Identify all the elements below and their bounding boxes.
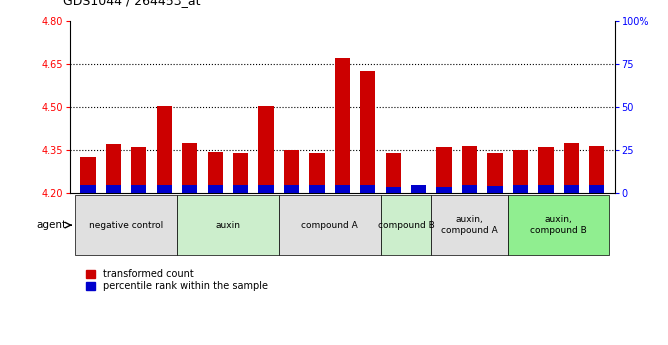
Bar — [436, 187, 452, 193]
Bar — [538, 185, 554, 193]
Bar — [309, 185, 325, 193]
Bar — [106, 185, 121, 193]
Text: negative control: negative control — [89, 220, 163, 230]
Bar — [182, 143, 197, 193]
Bar — [106, 144, 121, 193]
Text: compound A: compound A — [301, 220, 358, 230]
Bar — [335, 185, 350, 193]
Bar — [513, 150, 528, 193]
Bar — [131, 147, 146, 193]
Bar — [80, 185, 96, 193]
Bar — [156, 185, 172, 193]
Bar — [259, 106, 274, 193]
Bar — [208, 151, 223, 193]
Bar — [411, 186, 426, 193]
Bar — [208, 185, 223, 193]
Text: auxin: auxin — [215, 220, 240, 230]
Bar — [462, 185, 477, 193]
Bar — [284, 185, 299, 193]
Bar — [233, 185, 248, 193]
Bar — [80, 157, 96, 193]
Bar — [259, 185, 274, 193]
Bar — [385, 153, 401, 193]
Bar — [538, 147, 554, 193]
Bar — [360, 71, 375, 193]
Bar — [564, 143, 579, 193]
Text: agent: agent — [37, 220, 67, 230]
Legend: transformed count, percentile rank within the sample: transformed count, percentile rank withi… — [81, 265, 272, 295]
Text: compound B: compound B — [377, 220, 434, 230]
Bar — [488, 186, 502, 193]
Text: GDS1044 / 264453_at: GDS1044 / 264453_at — [63, 0, 201, 7]
Bar — [233, 153, 248, 193]
Bar — [385, 187, 401, 193]
Bar — [182, 185, 197, 193]
Text: auxin,
compound A: auxin, compound A — [441, 215, 498, 235]
Bar — [309, 153, 325, 193]
Bar — [335, 58, 350, 193]
Bar — [131, 185, 146, 193]
Bar — [436, 147, 452, 193]
Bar — [589, 146, 605, 193]
Bar — [360, 185, 375, 193]
Bar — [564, 185, 579, 193]
Bar — [411, 185, 426, 193]
Text: auxin,
compound B: auxin, compound B — [530, 215, 587, 235]
Bar — [488, 153, 502, 193]
Bar — [156, 106, 172, 193]
Bar — [462, 146, 477, 193]
Bar — [589, 185, 605, 193]
Bar — [513, 185, 528, 193]
Bar — [284, 150, 299, 193]
